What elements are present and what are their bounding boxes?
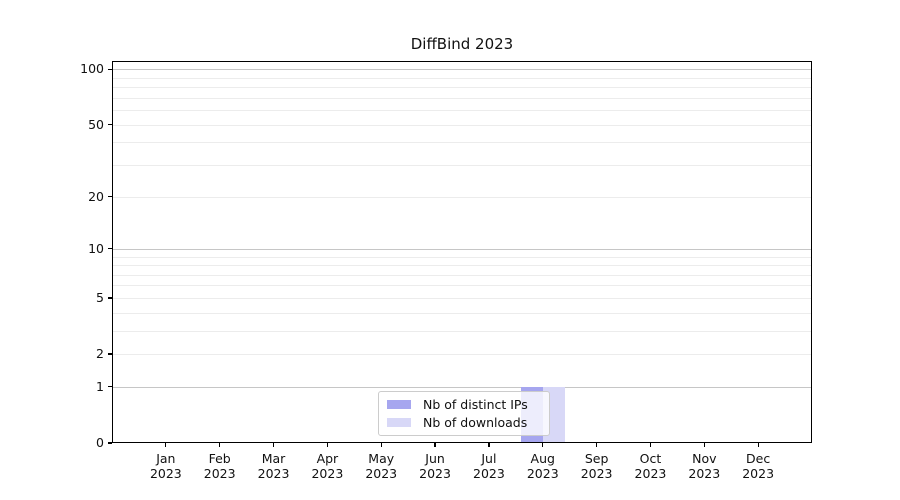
x-axis-tick <box>649 443 652 447</box>
minor-gridline <box>112 312 812 314</box>
legend-label-distinct-ips: Nb of distinct IPs <box>423 397 528 412</box>
x-axis-tick <box>326 443 328 447</box>
x-tick-month: May <box>368 451 395 466</box>
minor-gridline <box>112 330 812 332</box>
major-gridline <box>112 386 812 388</box>
y-tick-label: 5 <box>96 289 104 305</box>
chart-title: DiffBind 2023 <box>410 35 514 53</box>
y-tick-label: 0 <box>96 435 104 450</box>
x-tick-month: Aug <box>530 451 555 466</box>
x-tick-year: 2023 <box>473 466 505 481</box>
x-axis-tick <box>219 443 221 447</box>
x-tick-year: 2023 <box>365 466 398 481</box>
minor-gridline <box>112 142 812 144</box>
y-axis-tick <box>108 386 112 388</box>
x-tick-label: Apr 2023 <box>295 451 359 481</box>
minor-gridline <box>112 196 812 198</box>
x-tick-month: Oct <box>639 451 662 466</box>
x-tick-month: Dec <box>746 451 771 466</box>
minor-gridline <box>112 297 812 299</box>
minor-gridline <box>112 354 812 356</box>
x-tick-year: 2023 <box>203 466 236 481</box>
y-axis-tick <box>108 248 112 250</box>
x-tick-month: Jul <box>481 451 497 466</box>
legend-label-downloads: Nb of downloads <box>423 415 528 430</box>
minor-gridline <box>112 87 812 89</box>
x-axis-tick <box>380 443 382 447</box>
minor-gridline <box>112 285 812 287</box>
x-tick-year: 2023 <box>419 466 451 481</box>
y-tick-label: 1 <box>96 378 104 394</box>
minor-gridline <box>112 110 812 112</box>
x-tick-label: Sep 2023 <box>565 451 629 481</box>
legend: Nb of distinct IPs Nb of downloads <box>378 391 550 436</box>
x-tick-year: 2023 <box>634 466 667 481</box>
minor-gridline <box>112 97 812 99</box>
minor-gridline <box>112 77 812 79</box>
major-gridline <box>112 248 812 250</box>
y-tick-label: 50 <box>88 116 104 132</box>
x-tick-label: Dec 2023 <box>726 451 790 481</box>
x-axis-tick <box>703 443 705 447</box>
x-tick-label: Feb 2023 <box>188 451 252 481</box>
x-axis-tick <box>272 443 275 447</box>
x-tick-label: Aug 2023 <box>511 451 575 481</box>
legend-swatch-downloads <box>387 418 411 427</box>
minor-gridline <box>112 164 812 166</box>
plot-frame <box>112 61 812 443</box>
major-gridline <box>112 69 812 71</box>
y-axis-tick <box>108 195 112 198</box>
x-tick-label: Jun 2023 <box>403 451 467 481</box>
x-tick-year: 2023 <box>526 466 559 481</box>
x-tick-label: Jul 2023 <box>457 451 521 481</box>
y-axis-tick <box>108 68 112 70</box>
x-axis-tick <box>488 443 490 447</box>
x-tick-year: 2023 <box>580 466 613 481</box>
y-tick-label: 10 <box>88 240 104 256</box>
y-axis-tick <box>108 124 112 126</box>
x-tick-label: Mar 2023 <box>242 451 306 481</box>
minor-gridline <box>112 265 812 267</box>
x-tick-month: Apr <box>316 451 339 466</box>
x-tick-year: 2023 <box>742 466 775 481</box>
y-axis-tick <box>108 353 112 355</box>
x-tick-month: Mar <box>261 451 286 466</box>
minor-gridline <box>112 256 812 258</box>
legend-row-downloads: Nb of downloads <box>387 415 541 430</box>
x-tick-label: Nov 2023 <box>672 451 736 481</box>
x-axis-tick <box>757 443 759 447</box>
y-axis-tick <box>108 442 112 444</box>
legend-row-distinct-ips: Nb of distinct IPs <box>387 397 541 412</box>
y-tick-label: 2 <box>96 346 104 362</box>
x-tick-month: Sep <box>584 451 609 466</box>
x-axis-tick <box>542 443 544 447</box>
x-tick-label: Oct 2023 <box>618 451 682 481</box>
x-tick-year: 2023 <box>311 466 344 481</box>
x-tick-month: Jan <box>156 451 176 466</box>
x-tick-month: Jun <box>425 451 445 466</box>
y-tick-label: 100 <box>80 61 104 77</box>
x-axis-tick <box>434 443 436 447</box>
x-tick-year: 2023 <box>688 466 721 481</box>
x-tick-year: 2023 <box>149 466 182 481</box>
minor-gridline <box>112 274 812 276</box>
x-tick-month: Feb <box>208 451 231 466</box>
x-tick-year: 2023 <box>257 466 290 481</box>
y-axis-tick <box>108 297 112 299</box>
x-axis-tick <box>596 443 598 447</box>
x-tick-label: Jan 2023 <box>134 451 198 481</box>
y-tick-label: 20 <box>88 188 104 204</box>
x-tick-label: May 2023 <box>349 451 413 481</box>
x-tick-month: Nov <box>692 451 717 466</box>
legend-swatch-distinct-ips <box>387 400 411 409</box>
minor-gridline <box>112 124 812 126</box>
x-axis-tick <box>165 443 167 447</box>
